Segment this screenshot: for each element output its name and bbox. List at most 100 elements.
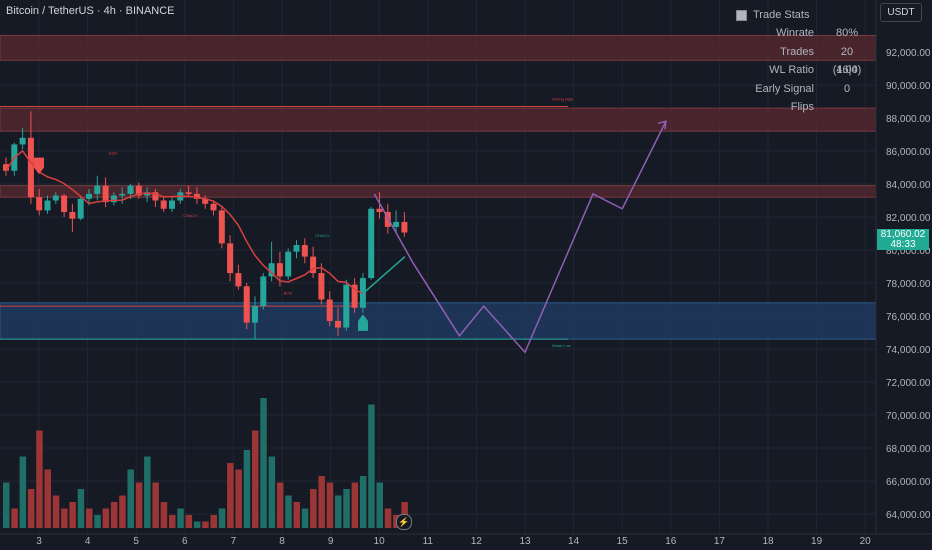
time-axis-label: 9: [328, 536, 334, 547]
time-axis-label: 20: [860, 536, 872, 547]
volume-bar: [127, 469, 134, 528]
time-axis-label: 10: [374, 536, 386, 547]
time-axis-label: 17: [714, 536, 726, 547]
volume-bar: [11, 508, 18, 528]
volume-bar: [301, 508, 309, 528]
candle-body: [268, 263, 275, 277]
level-label: Weak Low: [552, 343, 571, 348]
price-axis-label: 66,000.00: [886, 477, 931, 488]
structure-label: CHoCH: [315, 233, 329, 238]
volume-bar: [293, 502, 300, 528]
candle-body: [326, 299, 333, 321]
volume-bar: [36, 430, 43, 528]
volume-bar: [69, 502, 76, 528]
volume-bar: [210, 515, 217, 528]
candle-body: [169, 200, 175, 209]
symbol-title[interactable]: Bitcoin / TetherUS · 4h · BINANCE: [6, 5, 175, 17]
candle-body: [235, 273, 242, 287]
volume-bar: [177, 508, 184, 528]
volume-bar: [218, 508, 226, 528]
projection-arrowhead: [657, 120, 667, 130]
candle-body: [69, 212, 76, 219]
candle-body: [351, 284, 358, 308]
candle-body: [301, 245, 308, 257]
candle-body: [293, 245, 300, 252]
checkbox-icon[interactable]: [736, 9, 747, 21]
price-axis-label: 72,000.00: [886, 378, 931, 389]
time-axis-label: 7: [231, 536, 237, 547]
candle-body: [318, 273, 325, 300]
volume-bar: [260, 398, 267, 528]
volume-bar: [318, 476, 325, 528]
volume-bar: [343, 489, 350, 528]
volume-bar: [144, 456, 151, 528]
candle-body: [252, 306, 258, 323]
candle-body: [27, 137, 34, 198]
volume-bar: [376, 482, 383, 528]
candle-body: [102, 185, 109, 203]
candle-body: [401, 221, 408, 233]
candle-body: [376, 208, 383, 213]
trade-stats-panel: Trade Stats Winrate 80% Trades 20 (16|4) W…: [736, 6, 866, 114]
candle-body: [193, 193, 200, 199]
volume-bar: [285, 495, 292, 528]
time-axis-label: 18: [762, 536, 774, 547]
volume-bar: [202, 521, 209, 528]
candle-body: [210, 203, 217, 211]
candle-body: [86, 193, 92, 199]
volume-bar: [384, 508, 392, 528]
volume-bar: [351, 482, 359, 528]
volume-bar: [86, 508, 93, 528]
price-axis-label: 88,000.00: [886, 114, 931, 125]
time-axis-label: 19: [811, 536, 823, 547]
currency-button[interactable]: USDT: [880, 3, 922, 22]
price-axis-label: 74,000.00: [886, 345, 931, 356]
stat-row-signal-flips: Early Signal Flips 0: [755, 82, 851, 114]
volume-bar: [235, 469, 242, 528]
candle-body: [260, 276, 267, 307]
supply-zone: [0, 107, 877, 132]
candle-body: [393, 221, 400, 227]
volume-bar: [152, 482, 159, 528]
candle-body: [3, 164, 9, 171]
volume-bar: [94, 515, 101, 528]
volume-bar: [135, 482, 143, 528]
candle-body: [285, 251, 292, 277]
volume-bar: [185, 515, 193, 528]
time-axis-label: 16: [665, 536, 677, 547]
price-axis-label: 92,000.00: [886, 48, 931, 59]
time-axis-label: 11: [423, 536, 434, 547]
candle-body: [19, 137, 26, 145]
price-axis-label: 70,000.00: [886, 411, 931, 422]
volume-bar: [268, 456, 276, 528]
lightning-icon[interactable]: ⚡: [396, 514, 412, 530]
volume-bar: [102, 508, 110, 528]
candle-body: [135, 185, 142, 196]
volume-bar: [27, 489, 35, 528]
candle-body: [218, 210, 225, 244]
price-axis-label: 64,000.00: [886, 510, 931, 521]
candle-body: [61, 195, 68, 213]
supply-zone: [0, 35, 877, 61]
candle-body: [185, 192, 192, 194]
time-axis-label: 13: [519, 536, 531, 547]
time-axis-label: 3: [36, 536, 42, 547]
volume-bar: [61, 508, 68, 528]
price-axis-label: 90,000.00: [886, 81, 931, 92]
volume-bar: [160, 502, 168, 528]
volume-bar: [52, 495, 60, 528]
candle-body: [343, 284, 350, 328]
candle-body: [44, 200, 51, 211]
last-price-tag: 81,060.02 48:33: [877, 229, 929, 250]
moving-average-bull: [362, 256, 406, 295]
volume-bar: [77, 489, 85, 528]
stat-row-wl-ratio: WL Ratio 4.00: [769, 64, 858, 76]
time-axis-label: 15: [617, 536, 629, 547]
time-axis-label: 14: [568, 536, 580, 547]
structure-label: EQH: [109, 150, 118, 155]
time-axis-label: 5: [133, 536, 139, 547]
volume-bar: [44, 469, 51, 528]
candle-body: [335, 320, 341, 328]
volume-bar: [368, 404, 375, 528]
